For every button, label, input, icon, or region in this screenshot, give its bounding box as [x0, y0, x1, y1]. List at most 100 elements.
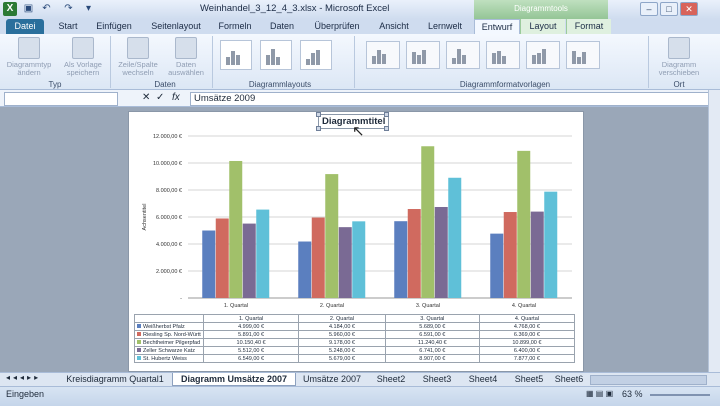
group-label-typ: Typ [48, 80, 62, 89]
resize-handle[interactable] [384, 126, 389, 131]
tab-formeln[interactable]: Formeln [218, 21, 252, 31]
tab-seitenlayout[interactable]: Seitenlayout [151, 21, 201, 31]
move-chart-button[interactable]: Diagramm verschieben [654, 37, 704, 77]
table-cell: 4.768,00 € [478, 322, 576, 331]
window-title: Weinhandel_3_12_4_3.xlsx - Microsoft Exc… [200, 3, 390, 14]
cancel-icon[interactable]: ✕ [142, 92, 151, 103]
tab-datei[interactable]: Datei [6, 19, 44, 34]
switch-row-column-button[interactable]: Zeile/Spalte wechseln [114, 37, 162, 77]
table-header-row: 1. Quartal 2. Quartal 3. Quartal 4. Quartal [134, 314, 576, 323]
sheet-tab[interactable]: Sheet6 [554, 374, 584, 384]
tab-einfuegen[interactable]: Einfügen [96, 21, 132, 31]
enter-check-icon[interactable]: ✓ [156, 92, 165, 103]
y-tick-label: 4.000,00 € [156, 242, 182, 248]
tab-entwurf[interactable]: Entwurf [474, 19, 520, 35]
close-icon[interactable]: ✕ [680, 2, 698, 16]
template-icon [72, 37, 94, 59]
tab-format[interactable]: Format [566, 19, 611, 34]
sheet-tab[interactable]: Kreisdiagramm Quartal1 [66, 374, 164, 384]
name-box[interactable] [4, 92, 118, 106]
bar [434, 206, 448, 298]
table-row: St. Hubertz Weiss 6.549,00 €5.679,00 €8.9… [134, 354, 576, 363]
chart-title[interactable]: Diagrammtitel [318, 114, 390, 129]
series-label: Riesling Sp. Nord-Württ [134, 330, 204, 339]
chart-style-thumb[interactable] [486, 41, 520, 69]
group-separator [648, 36, 649, 88]
x-tick-label: 1. Quartal [224, 303, 248, 309]
sheet-tab-active[interactable]: Diagramm Umsätze 2007 [172, 373, 296, 386]
insert-function-icon[interactable]: fx [172, 92, 180, 103]
resize-handle[interactable] [384, 112, 389, 117]
chart-style-thumb[interactable] [366, 41, 400, 69]
save-icon[interactable]: ▣ [23, 3, 34, 14]
tab-lernwelt[interactable]: Lernwelt [427, 21, 463, 31]
group-separator [110, 36, 111, 88]
select-data-button[interactable]: Daten auswählen [164, 37, 208, 77]
table-header-cell: 3. Quartal [384, 314, 480, 323]
table-cell: 6.369,00 € [478, 330, 576, 339]
bar [338, 227, 352, 298]
table-cell: 5.891,00 € [202, 330, 300, 339]
resize-handle[interactable] [316, 112, 321, 117]
mouse-cursor-icon: ↖ [352, 123, 365, 140]
chart-style-thumb[interactable] [526, 41, 560, 69]
bar [490, 233, 504, 298]
chart-layout-thumb[interactable] [220, 40, 252, 70]
customize-quick-access-icon[interactable]: ▾ [85, 3, 92, 14]
x-tick-label: 4. Quartal [512, 303, 536, 309]
legend-key [137, 323, 141, 328]
bar [394, 221, 408, 298]
data-table-icon [175, 37, 197, 59]
tab-ansicht[interactable]: Ansicht [379, 21, 409, 31]
excel-logo-icon[interactable]: X [3, 2, 17, 16]
sheet-tab[interactable]: Sheet2 [376, 374, 406, 384]
table-cell: 4.999,00 € [202, 322, 300, 331]
group-label-daten: Daten [154, 80, 176, 89]
bar [503, 212, 517, 298]
undo-icon[interactable]: ↶ [42, 3, 51, 14]
bar [352, 221, 366, 298]
chart-style-thumb[interactable] [446, 41, 480, 69]
bar [325, 174, 339, 298]
save-as-template-button[interactable]: Als Vorlage speichern [58, 37, 108, 77]
table-cell: 6.400,00 € [478, 346, 576, 355]
view-buttons-icon[interactable]: ▦ ▤ ▣ [586, 389, 614, 398]
zoom-slider[interactable] [650, 394, 710, 396]
chart-style-thumb[interactable] [566, 41, 600, 69]
sheet-nav-arrows-icon[interactable]: ◂◂◂▸▸ [6, 373, 42, 382]
series-label: St. Hubertz Weiss [134, 354, 204, 363]
table-cell: 5.679,00 € [298, 354, 386, 363]
tab-ueberpruefen[interactable]: Überprüfen [314, 21, 360, 31]
table-header-cell: 4. Quartal [478, 314, 576, 323]
table-cell: 5.689,00 € [384, 322, 480, 331]
horizontal-scrollbar[interactable] [590, 375, 707, 385]
group-label-ort: Ort [673, 80, 685, 89]
tab-daten[interactable]: Daten [269, 21, 295, 31]
bar [448, 177, 462, 298]
chart-layout-thumb[interactable] [300, 40, 332, 70]
sheet-tab[interactable]: Sheet4 [468, 374, 498, 384]
maximize-icon[interactable]: □ [660, 2, 678, 16]
table-cell: 10.150,40 € [202, 338, 300, 347]
bar [256, 209, 270, 298]
table-row: Riesling Sp. Nord-Württ 5.891,00 €5.960,0… [134, 330, 576, 339]
minimize-icon[interactable]: – [640, 2, 658, 16]
tab-start[interactable]: Start [58, 21, 78, 31]
sheet-tab[interactable]: Umsätze 2007 [302, 374, 362, 384]
chart-layout-thumb[interactable] [260, 40, 292, 70]
bar [407, 209, 421, 298]
legend-key [137, 331, 141, 336]
sheet-tab[interactable]: Sheet3 [422, 374, 452, 384]
tab-layout[interactable]: Layout [520, 19, 565, 34]
redo-icon[interactable]: ↷ [64, 3, 73, 14]
vertical-scrollbar[interactable] [708, 90, 720, 372]
table-cell: 10.899,00 € [478, 338, 576, 347]
resize-handle[interactable] [316, 126, 321, 131]
chart-style-thumb[interactable] [406, 41, 440, 69]
sheet-tab[interactable]: Sheet5 [514, 374, 544, 384]
table-row: Bechtheimer Pilgerpfad 10.150,40 €9.178,0… [134, 338, 576, 347]
bar [530, 211, 544, 298]
move-chart-icon [668, 37, 690, 59]
change-chart-type-button[interactable]: Diagrammtyp ändern [6, 37, 52, 77]
